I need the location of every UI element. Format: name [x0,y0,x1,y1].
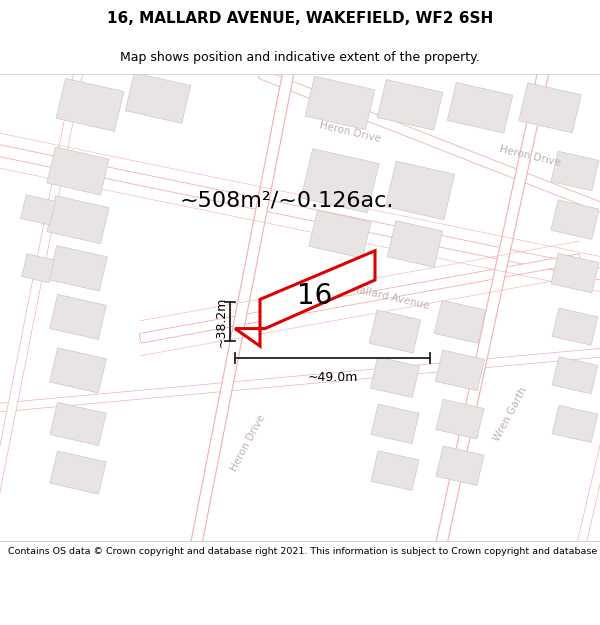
Polygon shape [436,350,485,391]
Polygon shape [388,221,443,268]
Polygon shape [125,72,191,123]
Text: Mallard Avenue: Mallard Avenue [350,284,430,311]
Text: Contains OS data © Crown copyright and database right 2021. This information is : Contains OS data © Crown copyright and d… [8,546,600,556]
Polygon shape [551,151,599,191]
Text: 16: 16 [298,282,332,310]
Polygon shape [50,294,106,339]
Polygon shape [434,63,550,551]
Polygon shape [385,161,455,220]
Polygon shape [0,347,600,414]
Polygon shape [47,147,109,195]
Polygon shape [447,82,513,133]
Polygon shape [139,254,581,343]
Polygon shape [20,195,55,225]
Polygon shape [190,63,295,551]
Polygon shape [519,83,581,132]
Polygon shape [309,210,371,258]
Text: 16, MALLARD AVENUE, WAKEFIELD, WF2 6SH: 16, MALLARD AVENUE, WAKEFIELD, WF2 6SH [107,11,493,26]
Polygon shape [436,399,484,439]
Text: Map shows position and indicative extent of the property.: Map shows position and indicative extent… [120,51,480,64]
Polygon shape [47,196,109,244]
Polygon shape [50,348,106,393]
Polygon shape [50,402,106,446]
Text: Wren Garth: Wren Garth [491,386,529,443]
Polygon shape [50,451,106,494]
Polygon shape [49,246,107,291]
Polygon shape [22,254,55,282]
Polygon shape [551,253,599,293]
Polygon shape [0,63,85,571]
Polygon shape [552,308,598,345]
Polygon shape [377,79,443,130]
Polygon shape [0,141,600,284]
Polygon shape [235,251,375,346]
Polygon shape [301,149,379,213]
Polygon shape [371,404,419,444]
Text: Heron Drive: Heron Drive [319,120,382,144]
Polygon shape [575,336,600,551]
Polygon shape [552,406,598,442]
Polygon shape [258,69,600,219]
Polygon shape [371,451,419,491]
Polygon shape [552,357,598,394]
Polygon shape [369,310,421,353]
Polygon shape [551,200,599,239]
Polygon shape [436,446,484,486]
Polygon shape [434,300,486,343]
Text: Heron Drive: Heron Drive [229,414,267,473]
Text: ~49.0m: ~49.0m [307,371,358,384]
Polygon shape [56,78,124,131]
Text: Heron Drive: Heron Drive [499,144,562,168]
Text: ~38.2m: ~38.2m [215,297,227,347]
Text: ~508m²/~0.126ac.: ~508m²/~0.126ac. [180,190,394,210]
Polygon shape [370,357,419,398]
Polygon shape [305,76,375,129]
